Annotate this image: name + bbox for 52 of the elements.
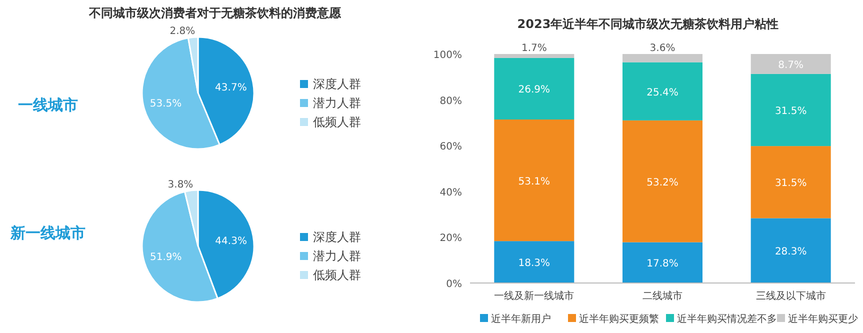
y-tick-label: 0% (446, 279, 462, 290)
chart-title: 不同城市级次消费者对于无糖茶饮料的消费意愿 (88, 6, 342, 20)
data-label: 18.3% (518, 258, 550, 270)
data-label: 1.7% (521, 43, 547, 54)
data-label: 3.8% (168, 179, 194, 190)
bar (494, 241, 574, 283)
legend-label: 潜力人群 (313, 249, 361, 263)
bar (622, 120, 702, 242)
data-label: 25.4% (646, 87, 678, 98)
bar (494, 119, 574, 242)
bar (750, 54, 831, 74)
data-label: 3.6% (650, 43, 676, 54)
data-label: 51.9% (150, 252, 182, 263)
data-label: 2.8% (170, 26, 196, 38)
data-label: 43.7% (215, 82, 247, 94)
data-label: 53.1% (518, 176, 550, 188)
bar (622, 242, 702, 283)
text: 新一线城市 (10, 224, 86, 242)
legend-label: 近半年新用户 (491, 313, 551, 325)
y-tick-label: 100% (433, 50, 462, 61)
x-tick-label: 二线城市 (642, 290, 682, 302)
bar (622, 54, 702, 62)
legend-label: 近半年购买更少 (788, 313, 858, 325)
x-tick-label: 一线及新一线城市 (494, 290, 574, 302)
data-label: 44.3% (215, 236, 247, 248)
data-label: 53.2% (646, 177, 678, 188)
bar (622, 62, 702, 120)
y-tick-label: 40% (440, 187, 462, 198)
legend-label: 深度人群 (313, 230, 361, 244)
legend-label: 近半年购买情况差不多 (677, 313, 777, 325)
y-tick-label: 20% (440, 233, 462, 244)
chart-title: 2023年近半年不同城市级次无糖茶饮料用户粘性 (517, 17, 779, 31)
bar (494, 54, 574, 58)
data-label: 53.5% (150, 98, 182, 110)
data-label: 28.3% (774, 246, 807, 258)
bar (750, 146, 831, 218)
data-label: 26.9% (518, 84, 550, 96)
y-tick-label: 80% (440, 96, 462, 107)
legend-label: 深度人群 (313, 77, 361, 91)
y-tick-label: 60% (440, 142, 462, 153)
bar (750, 218, 831, 283)
x-tick-label: 三线及以下城市 (756, 290, 826, 302)
legend-label: 低频人群 (313, 115, 361, 129)
data-label: 31.5% (774, 106, 807, 117)
legend-label: 近半年购买更频繁 (579, 313, 659, 325)
bar (750, 74, 831, 146)
legend-label: 潜力人群 (313, 96, 361, 110)
text: 一线城市 (18, 96, 78, 114)
data-label: 31.5% (774, 178, 807, 190)
bar (494, 58, 574, 120)
legend-label: 低频人群 (313, 268, 361, 282)
data-label: 17.8% (646, 258, 678, 270)
